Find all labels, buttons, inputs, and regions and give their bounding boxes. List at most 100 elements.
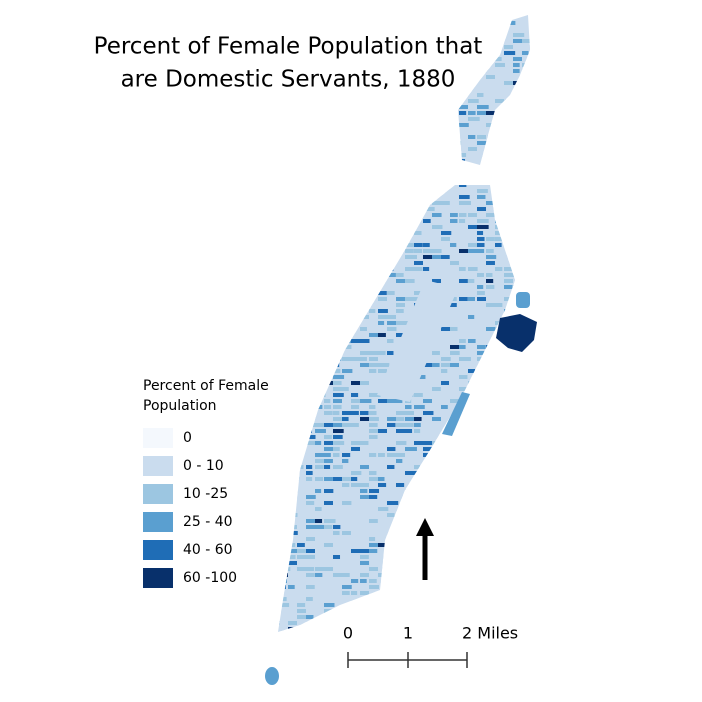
block bbox=[459, 591, 471, 595]
block bbox=[459, 453, 469, 457]
block bbox=[450, 267, 458, 271]
block bbox=[387, 93, 398, 97]
block bbox=[531, 195, 540, 199]
block bbox=[495, 291, 504, 295]
block bbox=[504, 351, 514, 355]
block bbox=[306, 525, 317, 529]
block bbox=[486, 489, 498, 493]
block bbox=[279, 309, 288, 313]
block bbox=[441, 165, 448, 169]
block bbox=[369, 435, 378, 439]
block bbox=[414, 111, 422, 115]
block bbox=[315, 231, 323, 235]
block bbox=[513, 411, 524, 415]
block bbox=[432, 159, 439, 163]
block bbox=[369, 507, 380, 511]
block bbox=[405, 279, 415, 283]
block bbox=[288, 273, 296, 277]
block bbox=[378, 93, 390, 97]
block bbox=[351, 123, 358, 127]
block bbox=[315, 243, 326, 247]
block bbox=[351, 225, 358, 229]
block bbox=[387, 417, 398, 421]
block bbox=[351, 429, 362, 433]
block bbox=[342, 249, 353, 253]
block bbox=[324, 21, 333, 25]
block bbox=[441, 117, 450, 121]
block bbox=[306, 333, 314, 337]
block bbox=[423, 441, 433, 445]
block bbox=[387, 333, 396, 337]
block bbox=[324, 189, 336, 193]
block bbox=[333, 411, 340, 415]
block bbox=[513, 555, 520, 559]
block bbox=[531, 213, 543, 217]
block bbox=[279, 243, 287, 247]
block bbox=[278, 387, 280, 391]
block bbox=[278, 213, 280, 217]
block bbox=[351, 441, 363, 445]
block bbox=[459, 375, 468, 379]
block bbox=[513, 507, 524, 511]
block bbox=[306, 477, 313, 481]
block bbox=[522, 555, 530, 559]
block bbox=[306, 585, 315, 589]
block bbox=[477, 357, 487, 361]
block bbox=[288, 591, 297, 595]
block bbox=[468, 117, 480, 121]
block bbox=[369, 609, 376, 613]
block bbox=[315, 465, 324, 469]
block bbox=[441, 189, 452, 193]
block bbox=[342, 351, 354, 355]
block bbox=[396, 279, 406, 283]
block bbox=[522, 627, 530, 631]
block bbox=[306, 171, 317, 175]
block bbox=[495, 519, 504, 523]
block bbox=[441, 579, 448, 583]
block bbox=[288, 303, 300, 307]
block bbox=[432, 129, 442, 133]
block bbox=[333, 537, 342, 541]
block bbox=[270, 303, 278, 307]
block bbox=[531, 369, 537, 373]
block bbox=[360, 141, 369, 145]
block bbox=[432, 507, 444, 511]
block bbox=[288, 177, 299, 181]
block bbox=[459, 147, 470, 151]
block bbox=[513, 39, 525, 43]
legend-label: 25 - 40 bbox=[183, 514, 233, 530]
block bbox=[522, 609, 530, 613]
block bbox=[450, 615, 462, 619]
block bbox=[396, 195, 407, 199]
block bbox=[531, 555, 537, 559]
block bbox=[351, 255, 358, 259]
block bbox=[351, 333, 359, 337]
block bbox=[324, 195, 332, 199]
block bbox=[333, 183, 344, 187]
block bbox=[531, 255, 540, 259]
block bbox=[513, 69, 520, 73]
block bbox=[513, 363, 523, 367]
block bbox=[468, 507, 480, 511]
block bbox=[513, 519, 523, 523]
block bbox=[495, 567, 505, 571]
block bbox=[387, 465, 395, 469]
block bbox=[333, 579, 342, 583]
block bbox=[369, 303, 380, 307]
block bbox=[495, 237, 505, 241]
block bbox=[342, 315, 353, 319]
block bbox=[459, 93, 467, 97]
block bbox=[477, 381, 488, 385]
block bbox=[504, 201, 515, 205]
block bbox=[531, 405, 537, 409]
block bbox=[477, 105, 489, 109]
block bbox=[297, 621, 304, 625]
block bbox=[297, 195, 304, 199]
block bbox=[441, 417, 452, 421]
block bbox=[405, 303, 413, 307]
block bbox=[288, 93, 298, 97]
block bbox=[297, 435, 305, 439]
block bbox=[531, 189, 541, 193]
block bbox=[315, 441, 322, 445]
block bbox=[360, 129, 369, 133]
